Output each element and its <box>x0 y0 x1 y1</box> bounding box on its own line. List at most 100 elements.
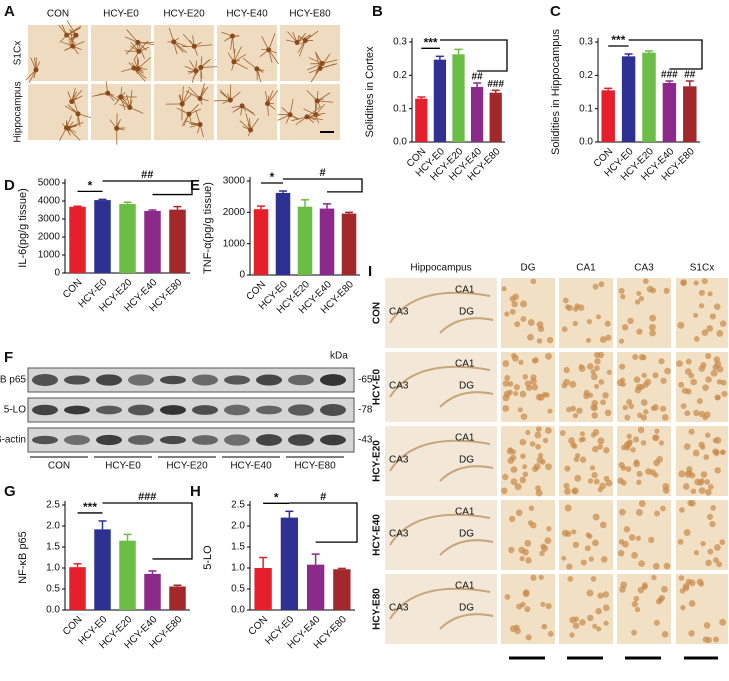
cell <box>519 476 527 484</box>
cell <box>599 336 607 343</box>
cell <box>542 437 549 444</box>
cell <box>678 470 686 478</box>
sig-bracket <box>102 502 193 560</box>
cell <box>650 405 657 412</box>
cell <box>592 539 599 547</box>
cell <box>698 303 705 309</box>
y-tick-label: 0.0 <box>579 137 593 148</box>
bar <box>254 568 272 610</box>
cell-body <box>266 47 272 53</box>
blot-band <box>128 404 154 416</box>
cell <box>520 300 528 308</box>
column-label: HCY-E80 <box>289 9 331 20</box>
cell <box>591 412 598 419</box>
band-size: -65 <box>358 375 373 386</box>
blot-band <box>224 375 250 385</box>
cell-process <box>66 20 77 36</box>
cell-process <box>71 89 83 102</box>
cell <box>685 388 692 395</box>
cell <box>663 287 670 294</box>
cell-body <box>135 66 141 72</box>
y-tick-label: 1.5 <box>231 542 245 553</box>
bar <box>169 209 186 273</box>
cell-process <box>317 92 331 102</box>
sig-label: ### <box>661 70 678 81</box>
cell <box>584 545 591 552</box>
blot-band <box>288 434 314 446</box>
y-tick-label: 0 <box>54 268 60 279</box>
cell-process <box>188 86 201 99</box>
tissue-layer <box>439 391 494 408</box>
cell <box>693 336 700 342</box>
cell <box>602 604 610 612</box>
cell <box>572 412 579 419</box>
cell <box>680 279 687 287</box>
cell <box>648 323 656 331</box>
cell <box>617 549 625 557</box>
cell <box>597 443 603 450</box>
cell <box>703 454 710 460</box>
cell <box>502 473 509 481</box>
cell-body <box>317 65 323 71</box>
cell-body <box>197 96 203 102</box>
cell <box>622 404 628 411</box>
cell <box>561 555 567 561</box>
region-label: CA1 <box>455 285 475 296</box>
cell <box>567 576 574 582</box>
cell <box>702 384 709 392</box>
cell <box>684 410 691 417</box>
tissue-layer <box>389 439 491 472</box>
cell-body <box>287 112 293 118</box>
cell-process <box>194 44 213 47</box>
sig-label: ## <box>684 70 696 81</box>
region-label: CA3 <box>389 381 409 392</box>
cell <box>578 365 586 372</box>
region-label: DG <box>459 307 474 318</box>
cell-process <box>267 90 279 104</box>
group-label: CON <box>48 461 70 472</box>
cell <box>604 409 612 417</box>
cell <box>519 390 527 398</box>
blot-band <box>256 434 282 446</box>
bar <box>306 564 325 610</box>
cell-process <box>319 53 331 69</box>
cell <box>660 377 667 384</box>
cell <box>561 382 568 389</box>
cell <box>716 366 724 373</box>
cell <box>592 283 599 290</box>
cell <box>590 373 598 381</box>
cell-process <box>199 83 205 99</box>
cell <box>606 369 612 375</box>
cell <box>545 603 552 610</box>
group-label: HCY-E80 <box>294 461 336 472</box>
cell <box>715 395 721 401</box>
cell <box>622 540 629 548</box>
cell <box>619 586 626 593</box>
cell <box>592 513 600 521</box>
cell-body <box>135 39 141 45</box>
region-label: CA3 <box>389 603 409 614</box>
cell <box>569 632 575 638</box>
panel-letter: D <box>4 177 15 194</box>
region-label: CA3 <box>389 455 409 466</box>
cell <box>652 434 659 441</box>
bar <box>470 87 484 142</box>
y-tick-label: 0.1 <box>579 103 593 114</box>
cell <box>627 317 634 325</box>
y-tick-label: 0.5 <box>46 584 60 595</box>
cell <box>513 391 519 397</box>
bar <box>280 517 299 610</box>
cell-process <box>322 59 338 64</box>
cell-body <box>179 101 185 107</box>
cell <box>502 380 510 387</box>
cell <box>712 448 719 455</box>
y-tick-label: 1000 <box>223 238 246 249</box>
cell <box>573 616 579 622</box>
cell <box>520 453 526 460</box>
cell <box>520 413 528 420</box>
cell <box>586 589 594 597</box>
cell <box>649 314 657 322</box>
cell <box>702 415 708 421</box>
blot-band <box>288 404 314 416</box>
cell <box>642 278 649 285</box>
